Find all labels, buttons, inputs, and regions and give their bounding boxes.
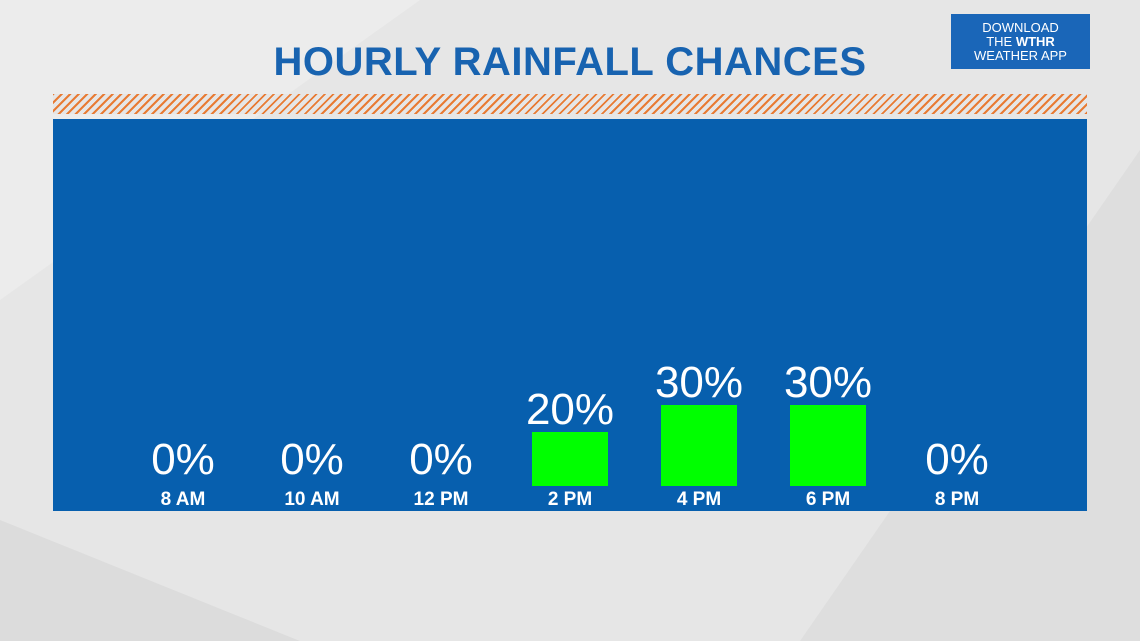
category-label: 8 AM — [161, 489, 206, 510]
value-label: 0% — [280, 435, 344, 484]
value-label: 0% — [409, 435, 473, 484]
value-label: 0% — [151, 435, 215, 484]
badge-line-1: DOWNLOAD — [982, 20, 1059, 35]
hatch-divider — [53, 94, 1087, 114]
bar-6-pm — [790, 405, 866, 486]
page-title: HOURLY RAINFALL CHANCES — [273, 40, 867, 84]
bar-2-pm — [532, 432, 608, 486]
rainfall-bar-chart: 0% 8 AM 0% 10 AM 0% 12 PM 20% 2 PM 30% 4 PM 30% 6 P… — [151, 358, 989, 510]
category-label: 2 PM — [548, 489, 592, 510]
value-label: 20% — [526, 385, 614, 434]
badge-line-2-prefix: THE — [986, 34, 1016, 49]
download-app-badge[interactable]: DOWNLOAD THE WTHR WEATHER APP — [951, 14, 1090, 69]
badge-brand: WTHR — [1015, 34, 1055, 49]
category-label: 10 AM — [284, 489, 339, 510]
category-label: 6 PM — [806, 489, 850, 510]
badge-line-3: WEATHER APP — [974, 48, 1067, 63]
value-label: 0% — [925, 435, 989, 484]
bar-4-pm — [661, 405, 737, 486]
category-label: 12 PM — [414, 489, 469, 510]
value-label: 30% — [784, 358, 872, 407]
value-label: 30% — [655, 358, 743, 407]
badge-line-2: THE WTHR — [951, 35, 1090, 49]
chart-panel: 0% 8 AM 0% 10 AM 0% 12 PM 20% 2 PM 30% 4 PM 30% 6 P… — [53, 119, 1087, 511]
category-label: 4 PM — [677, 489, 721, 510]
category-label: 8 PM — [935, 489, 979, 510]
